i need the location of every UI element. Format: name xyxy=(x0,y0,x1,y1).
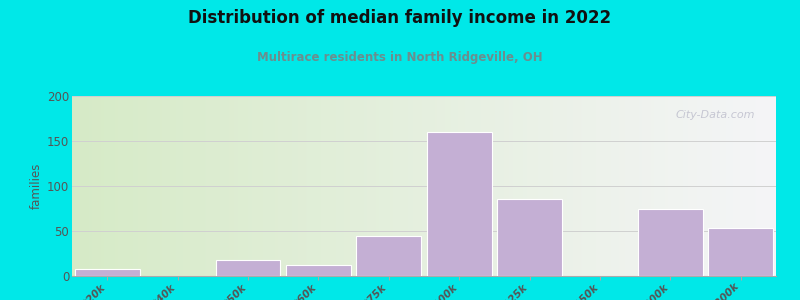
Bar xyxy=(427,132,491,276)
Bar xyxy=(638,208,702,276)
Text: Distribution of median family income in 2022: Distribution of median family income in … xyxy=(189,9,611,27)
Bar xyxy=(709,228,773,276)
Bar xyxy=(216,260,280,276)
Bar xyxy=(75,269,139,276)
Text: Multirace residents in North Ridgeville, OH: Multirace residents in North Ridgeville,… xyxy=(257,51,543,64)
Bar xyxy=(498,199,562,276)
Bar xyxy=(286,265,350,276)
Text: City-Data.com: City-Data.com xyxy=(675,110,755,120)
Bar xyxy=(357,236,421,276)
Y-axis label: families: families xyxy=(30,163,43,209)
